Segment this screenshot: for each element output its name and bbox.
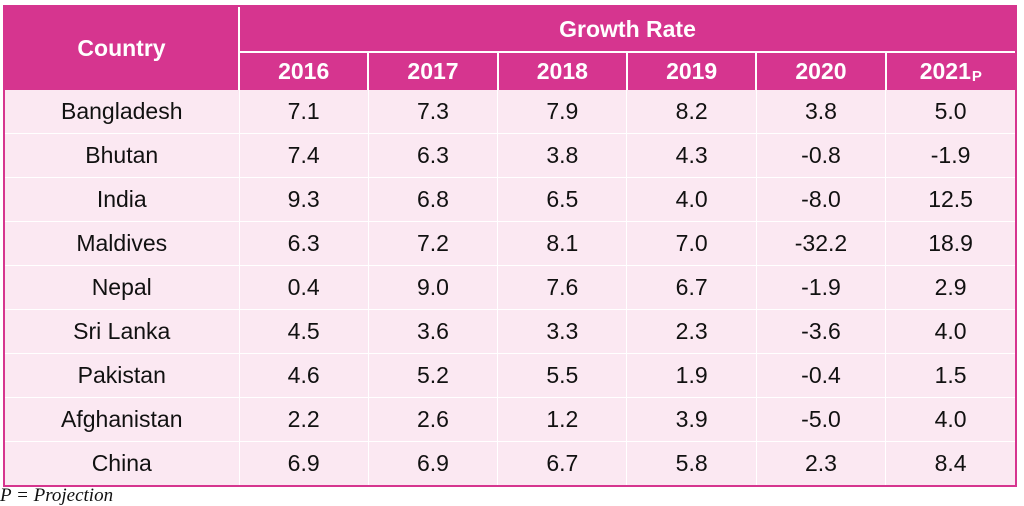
growth-value-cell: 3.3 bbox=[497, 309, 628, 355]
growth-value-cell: -5.0 bbox=[756, 397, 887, 443]
year-header-label: 2021 bbox=[919, 58, 971, 84]
growth-value-cell: 4.0 bbox=[885, 309, 1015, 355]
growth-rate-table-container: Country Growth Rate 2016 2017 2018 2019 2020… bbox=[3, 5, 1017, 487]
growth-value-cell: 7.6 bbox=[497, 265, 628, 311]
table-body: Bangladesh 7.1 7.3 7.9 8.2 3.8 5.0 Bhutan 7.4 6.3… bbox=[5, 90, 1015, 485]
growth-value-cell: 2.3 bbox=[626, 309, 757, 355]
table-row: Bangladesh 7.1 7.3 7.9 8.2 3.8 5.0 bbox=[5, 90, 1015, 134]
growth-value-cell: 9.3 bbox=[239, 177, 369, 222]
country-cell: Afghanistan bbox=[5, 397, 240, 443]
growth-value-cell: 7.3 bbox=[368, 90, 499, 134]
growth-value-cell: 2.6 bbox=[368, 397, 499, 443]
growth-value-cell: 7.4 bbox=[239, 133, 369, 178]
year-header-label: 2018 bbox=[536, 58, 588, 84]
year-header-2019: 2019 bbox=[626, 52, 758, 90]
growth-value-cell: 1.2 bbox=[497, 397, 628, 443]
growth-value-cell: 4.6 bbox=[239, 353, 369, 399]
year-header-2017: 2017 bbox=[368, 52, 499, 90]
country-cell: Sri Lanka bbox=[5, 309, 240, 355]
growth-value-cell: -3.6 bbox=[756, 309, 887, 355]
growth-value-cell: 3.9 bbox=[626, 397, 757, 443]
country-cell: Bangladesh bbox=[5, 90, 240, 134]
growth-value-cell: 1.9 bbox=[626, 353, 757, 399]
growth-value-cell: 9.0 bbox=[368, 265, 499, 311]
year-header-2020: 2020 bbox=[756, 52, 887, 90]
table-row: Sri Lanka 4.5 3.6 3.3 2.3 -3.6 4.0 bbox=[5, 309, 1015, 355]
growth-value-cell: 7.9 bbox=[497, 90, 628, 134]
growth-value-cell: -0.4 bbox=[756, 353, 887, 399]
growth-value-cell: 7.0 bbox=[626, 221, 757, 266]
growth-value-cell: 6.7 bbox=[626, 265, 757, 311]
country-cell: Nepal bbox=[5, 265, 240, 311]
projection-footnote: P = Projection bbox=[0, 485, 114, 506]
country-cell: Bhutan bbox=[5, 133, 240, 178]
year-header-label: 2017 bbox=[407, 58, 459, 84]
growth-value-cell: 3.8 bbox=[756, 90, 887, 134]
table-row: China 6.9 6.9 6.7 5.8 2.3 8.4 bbox=[5, 441, 1015, 485]
growth-value-cell: 12.5 bbox=[885, 177, 1015, 222]
year-header-label: 2020 bbox=[795, 58, 847, 84]
growth-value-cell: 6.3 bbox=[239, 221, 369, 266]
growth-value-cell: 5.2 bbox=[368, 353, 499, 399]
year-header-2021: 2021P bbox=[885, 52, 1015, 90]
growth-value-cell: 0.4 bbox=[239, 265, 369, 311]
growth-value-cell: 3.6 bbox=[368, 309, 499, 355]
growth-value-cell: 2.9 bbox=[885, 265, 1015, 311]
growth-value-cell: 1.5 bbox=[885, 353, 1015, 399]
growth-rate-group-header: Growth Rate bbox=[239, 7, 1015, 53]
year-header-label: 2016 bbox=[278, 58, 330, 84]
growth-value-cell: 6.5 bbox=[497, 177, 628, 222]
table-row: Nepal 0.4 9.0 7.6 6.7 -1.9 2.9 bbox=[5, 265, 1015, 311]
growth-value-cell: 4.3 bbox=[626, 133, 757, 178]
growth-value-cell: 2.3 bbox=[756, 441, 887, 485]
growth-value-cell: -8.0 bbox=[756, 177, 887, 222]
country-column-header: Country bbox=[5, 7, 240, 90]
growth-value-cell: 6.8 bbox=[368, 177, 499, 222]
growth-value-cell: 5.5 bbox=[497, 353, 628, 399]
growth-value-cell: 4.0 bbox=[626, 177, 757, 222]
growth-value-cell: 7.2 bbox=[368, 221, 499, 266]
growth-value-cell: -32.2 bbox=[756, 221, 887, 266]
growth-value-cell: 18.9 bbox=[885, 221, 1015, 266]
country-cell: Pakistan bbox=[5, 353, 240, 399]
growth-value-cell: 5.0 bbox=[885, 90, 1015, 134]
growth-value-cell: 3.8 bbox=[497, 133, 628, 178]
table-row: Afghanistan 2.2 2.6 1.2 3.9 -5.0 4.0 bbox=[5, 397, 1015, 443]
growth-value-cell: 7.1 bbox=[239, 90, 369, 134]
growth-value-cell: 6.3 bbox=[368, 133, 499, 178]
growth-value-cell: 6.7 bbox=[497, 441, 628, 485]
growth-rate-table: Country Growth Rate 2016 2017 2018 2019 2020… bbox=[5, 7, 1015, 485]
header-row-years: 2016 2017 2018 2019 2020 2021P bbox=[5, 52, 1015, 90]
table-row: Maldives 6.3 7.2 8.1 7.0 -32.2 18.9 bbox=[5, 221, 1015, 266]
header-row-group: Country Growth Rate bbox=[5, 7, 1015, 90]
growth-value-cell: -0.8 bbox=[756, 133, 887, 178]
growth-value-cell: 4.0 bbox=[885, 397, 1015, 443]
table-row: Pakistan 4.6 5.2 5.5 1.9 -0.4 1.5 bbox=[5, 353, 1015, 399]
country-cell: India bbox=[5, 177, 240, 222]
growth-value-cell: 6.9 bbox=[239, 441, 369, 485]
growth-value-cell: 6.9 bbox=[368, 441, 499, 485]
year-header-2016: 2016 bbox=[239, 52, 370, 90]
growth-value-cell: 8.4 bbox=[934, 450, 967, 477]
year-header-projection-marker: P bbox=[971, 68, 982, 85]
year-header-2018: 2018 bbox=[497, 52, 628, 90]
table-header: Country Growth Rate 2016 2017 2018 2019 2020… bbox=[5, 7, 1015, 90]
country-cell: Maldives bbox=[5, 221, 240, 266]
country-cell: China bbox=[5, 441, 240, 485]
year-header-label: 2019 bbox=[666, 58, 718, 84]
growth-value-cell: -1.9 bbox=[885, 133, 1015, 178]
growth-value-cell: 8.1 bbox=[497, 221, 628, 266]
growth-value-cell: 8.2 bbox=[626, 90, 757, 134]
growth-value-cell: 4.5 bbox=[239, 309, 369, 355]
growth-value-cell: 5.8 bbox=[626, 441, 757, 485]
table-row: India 9.3 6.8 6.5 4.0 -8.0 12.5 bbox=[5, 177, 1015, 222]
growth-value-cell: 2.2 bbox=[239, 397, 369, 443]
growth-value-cell: -1.9 bbox=[756, 265, 887, 311]
table-row: Bhutan 7.4 6.3 3.8 4.3 -0.8 -1.9 bbox=[5, 133, 1015, 178]
